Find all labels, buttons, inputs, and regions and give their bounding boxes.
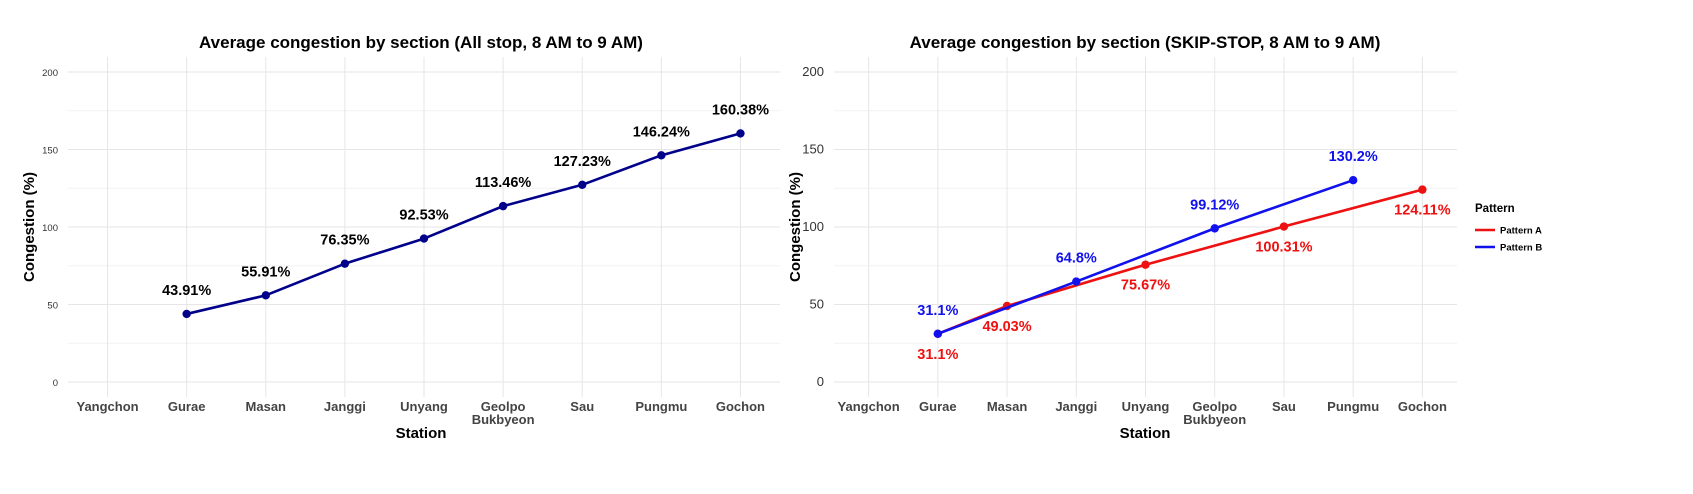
y-tick-label: 150 — [802, 142, 824, 157]
y-tick-label: 100 — [802, 219, 824, 234]
y-axis-title: Congestion (%) — [21, 172, 38, 282]
data-point — [1279, 222, 1289, 231]
data-label: 75.67% — [1121, 278, 1170, 294]
data-label: 55.91% — [241, 264, 290, 280]
series-line — [937, 188, 1423, 336]
series-line — [937, 178, 1354, 336]
x-tick-label: Janggi — [1055, 399, 1097, 414]
y-axis-title: Congestion (%) — [787, 172, 804, 282]
series-line — [186, 132, 741, 316]
data-label: 113.46% — [475, 175, 532, 191]
data-point — [1072, 277, 1081, 286]
data-label: 31.1% — [917, 303, 958, 319]
data-label: 43.91% — [162, 283, 211, 299]
x-tick-label: Unyang — [400, 399, 448, 414]
x-tick-label: Gurae — [168, 399, 206, 414]
x-tick-label: Geolpo Bukbyeon — [1183, 399, 1246, 427]
x-tick-label: Sau — [570, 399, 594, 414]
y-tick-label: 200 — [802, 64, 824, 79]
data-point — [419, 234, 429, 243]
data-label: 49.03% — [982, 319, 1031, 335]
data-point — [182, 309, 191, 319]
chart-all-stop: Average congestion by section (All stop,… — [21, 33, 780, 442]
y-tick-label: 100 — [42, 223, 58, 234]
data-point — [578, 180, 587, 189]
x-tick-label: Masan — [987, 399, 1028, 414]
x-axis-title: Station — [396, 425, 447, 442]
x-tick-label: Masan — [246, 399, 287, 414]
y-tick-label: 50 — [810, 297, 824, 312]
chart-title: Average congestion by section (All stop,… — [199, 33, 643, 52]
y-tick-label: 0 — [53, 378, 58, 389]
data-label: 160.38% — [712, 102, 769, 118]
data-label: 92.53% — [399, 208, 448, 224]
data-label: 124.11% — [1394, 203, 1451, 219]
data-point — [340, 259, 350, 268]
legend-item: Pattern B — [1500, 243, 1542, 254]
data-label: 76.35% — [320, 233, 369, 249]
data-label: 100.31% — [1255, 240, 1312, 256]
chart-title: Average congestion by section (SKIP-STOP… — [910, 33, 1381, 52]
data-label: 146.24% — [633, 124, 690, 140]
x-tick-label: Pungmu — [635, 399, 687, 414]
data-point — [657, 151, 666, 160]
x-tick-label: Sau — [1272, 399, 1296, 414]
x-tick-label: Pungmu — [1327, 399, 1379, 414]
data-point — [1348, 175, 1358, 185]
x-tick-label: Gurae — [919, 399, 957, 414]
data-point — [1418, 185, 1427, 194]
data-label: 130.2% — [1329, 149, 1378, 165]
data-point — [1141, 260, 1150, 269]
data-point — [498, 201, 508, 211]
y-tick-label: 50 — [47, 301, 58, 312]
data-point — [933, 329, 943, 338]
x-tick-label: Geolpo Bukbyeon — [472, 399, 535, 427]
x-tick-label: Janggi — [324, 399, 366, 414]
legend-title: Pattern — [1475, 203, 1515, 215]
y-tick-label: 0 — [817, 374, 824, 389]
data-label: 99.12% — [1190, 197, 1239, 213]
x-tick-label: Gochon — [716, 399, 765, 414]
data-point — [736, 129, 745, 138]
data-label: 64.8% — [1056, 251, 1097, 267]
x-tick-label: Unyang — [1122, 399, 1170, 414]
y-tick-label: 200 — [42, 68, 58, 79]
x-tick-label: Yangchon — [838, 399, 900, 414]
chart-skip-stop: Average congestion by section (SKIP-STOP… — [787, 33, 1542, 442]
x-axis-title: Station — [1120, 425, 1171, 442]
x-tick-label: Gochon — [1398, 399, 1447, 414]
legend-item: Pattern A — [1500, 226, 1542, 237]
data-label: 127.23% — [554, 154, 611, 170]
data-label: 31.1% — [917, 347, 958, 363]
x-tick-label: Yangchon — [76, 399, 138, 414]
data-point — [261, 291, 270, 300]
data-point — [1210, 224, 1219, 233]
y-tick-label: 150 — [42, 146, 58, 157]
